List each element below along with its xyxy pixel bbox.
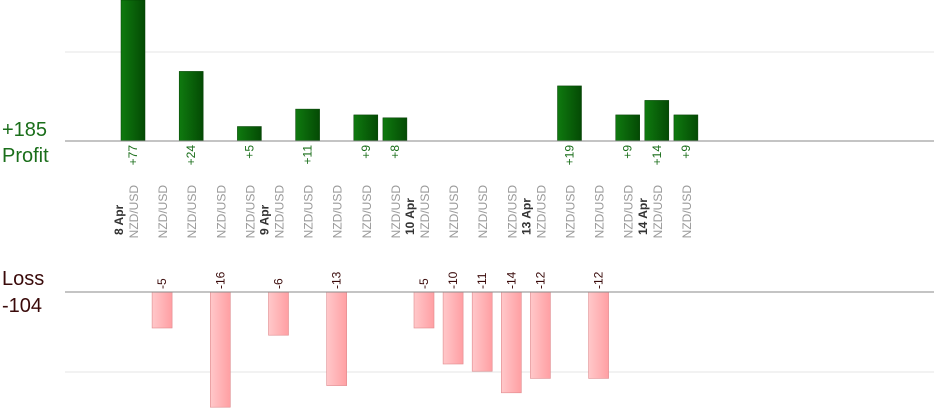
date-label: 8 Apr	[112, 204, 126, 235]
grid-layer	[65, 51, 934, 373]
pair-label: NZD/USD	[476, 185, 490, 239]
profit-value-label: +5	[242, 145, 256, 159]
pair-label: NZD/USD	[243, 185, 257, 239]
date-label: 10 Apr	[403, 198, 417, 235]
loss-value-label: -10	[446, 271, 460, 289]
loss-label: Loss	[2, 268, 45, 290]
loss-bar	[442, 291, 464, 365]
loss-value-label: -12	[592, 271, 606, 289]
pair-label: NZD/USD	[418, 185, 432, 239]
loss-total: -104	[2, 295, 43, 317]
profit-bar	[353, 114, 379, 142]
pair-label: NZD/USD	[593, 185, 607, 239]
profit-bar	[295, 108, 320, 142]
profit-bar	[557, 85, 582, 142]
date-label: 9 Apr	[258, 204, 272, 235]
loss-bar	[210, 291, 231, 408]
pair-label: NZD/USD	[651, 185, 665, 239]
date-label: 14 Apr	[636, 198, 650, 235]
pair-label: NZD/USD	[214, 185, 228, 239]
profit-value-label: +11	[301, 145, 315, 165]
pair-label: NZD/USD	[389, 185, 403, 239]
loss-bar	[471, 291, 493, 372]
loss-value-label: -5	[155, 278, 169, 289]
loss-bar	[530, 291, 551, 379]
label-layer: 8 Apr NZD/USD+77NZD/USD-5NZD/USD+24NZD/US…	[112, 145, 694, 289]
profit-bar	[644, 100, 670, 142]
loss-bar	[326, 291, 348, 386]
profit-bar	[382, 117, 408, 142]
pair-label: NZD/USD	[331, 185, 345, 239]
profit-value-label: +14	[650, 145, 664, 166]
profit-value-label: +9	[679, 145, 693, 159]
loss-value-label: -16	[213, 271, 227, 289]
pair-label: NZD/USD	[534, 185, 548, 239]
date-label: 13 Apr	[519, 198, 533, 235]
pair-label: NZD/USD	[156, 185, 170, 239]
profit-bar	[178, 71, 204, 142]
pair-label: NZD/USD	[447, 185, 461, 239]
loss-bar	[500, 291, 522, 394]
loss-bar	[588, 291, 609, 379]
profit-bar	[615, 114, 640, 142]
loss-value-label: -11	[475, 272, 489, 289]
profit-bar	[673, 114, 699, 142]
profit-value-label: +8	[388, 145, 402, 159]
pair-label: NZD/USD	[622, 185, 636, 239]
profit-value-label: +24	[184, 145, 198, 166]
profit-value-label: +9	[621, 145, 635, 159]
pair-label: NZD/USD	[302, 185, 316, 239]
loss-value-label: -5	[417, 278, 431, 289]
pair-label: NZD/USD	[273, 185, 287, 239]
profit-value-label: +19	[563, 145, 577, 166]
profit-value-label: +77	[126, 145, 140, 166]
pair-label: NZD/USD	[564, 185, 578, 239]
loss-value-label: -13	[330, 271, 344, 289]
loss-value-label: -14	[504, 271, 518, 289]
pair-label: NZD/USD	[505, 185, 519, 239]
pair-label: NZD/USD	[360, 185, 374, 239]
loss-value-label: -6	[272, 278, 286, 289]
loss-bar	[413, 291, 435, 329]
loss-value-label: -12	[533, 271, 547, 289]
profit-bar	[120, 0, 146, 142]
loss-bar	[268, 291, 289, 336]
pair-label: NZD/USD	[185, 185, 199, 239]
profit-label: Profit	[2, 145, 49, 167]
profit-total: +185	[2, 119, 48, 141]
pair-label: NZD/USD	[127, 185, 141, 239]
profit-value-label: +9	[359, 145, 373, 159]
profit-bar	[237, 126, 262, 142]
loss-bar	[151, 291, 173, 329]
pair-label: NZD/USD	[680, 185, 694, 239]
